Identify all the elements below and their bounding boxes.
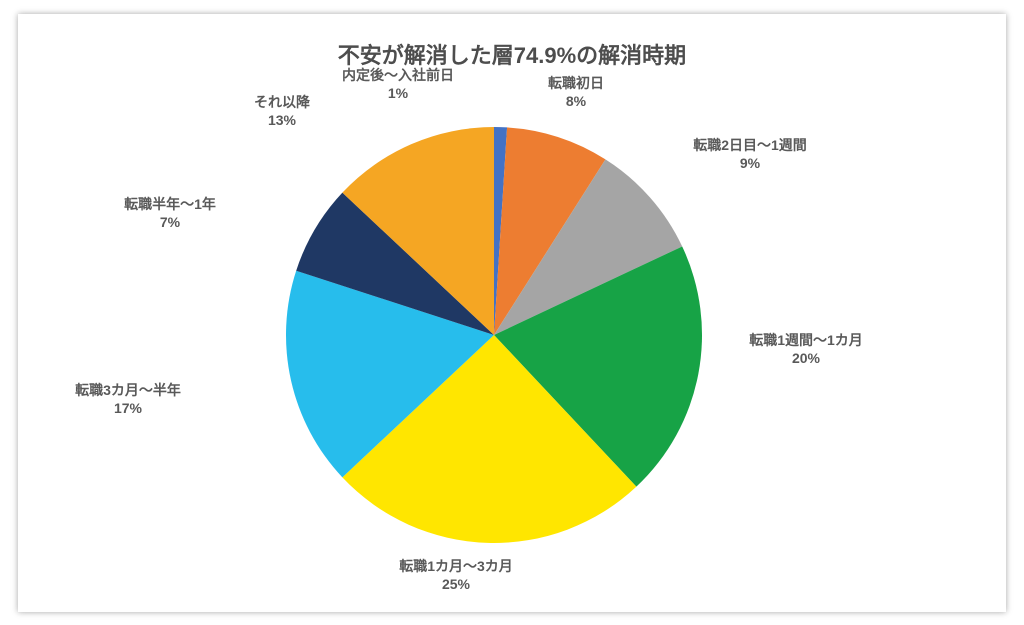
slice-label-name: 転職3カ月～半年 — [75, 380, 181, 400]
slice-label: 転職1週間～1カ月20% — [749, 330, 863, 366]
slice-label-percent: 9% — [693, 155, 807, 171]
slice-label-percent: 13% — [254, 112, 310, 128]
slice-label: 転職初日8% — [548, 73, 604, 109]
slice-label-name: 転職半年～1年 — [124, 194, 216, 214]
slice-label: 転職1カ月～3カ月25% — [399, 556, 513, 592]
slice-label-name: 内定後～入社前日 — [342, 65, 454, 85]
slice-label: 転職2日目～1週間9% — [693, 135, 807, 171]
slice-label-name: 転職初日 — [548, 73, 604, 93]
slice-label-name: 転職2日目～1週間 — [693, 135, 807, 155]
slice-label-name: 転職1週間～1カ月 — [749, 330, 863, 350]
slice-label-percent: 20% — [749, 350, 863, 366]
pie-chart — [18, 14, 1006, 612]
slice-label-percent: 7% — [124, 214, 216, 230]
chart-frame: 不安が解消した層74.9%の解消時期 内定後～入社前日1%転職初日8%転職2日目… — [18, 14, 1006, 612]
slice-label: 転職3カ月～半年17% — [75, 380, 181, 416]
slice-label: それ以降13% — [254, 92, 310, 128]
slice-label-percent: 25% — [399, 576, 513, 592]
slice-label-name: 転職1カ月～3カ月 — [399, 556, 513, 576]
slice-label: 転職半年～1年7% — [124, 194, 216, 230]
slice-label-name: それ以降 — [254, 92, 310, 112]
slice-label-percent: 17% — [75, 400, 181, 416]
slice-label-percent: 1% — [342, 85, 454, 101]
slice-label: 内定後～入社前日1% — [342, 65, 454, 101]
slice-label-percent: 8% — [548, 93, 604, 109]
